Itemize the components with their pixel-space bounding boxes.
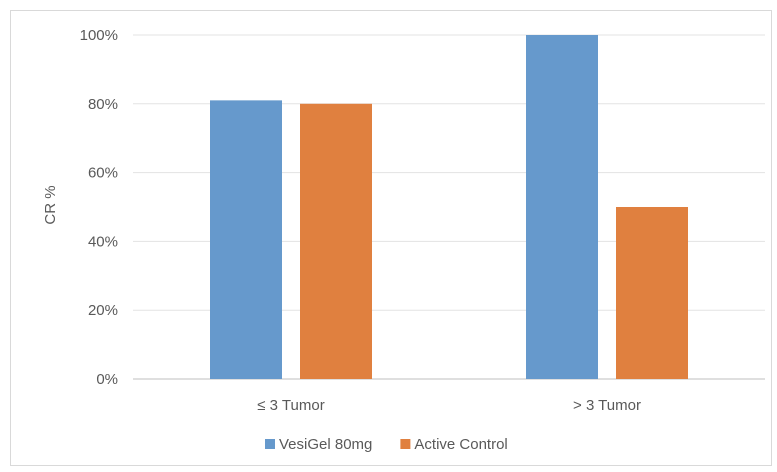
bar-active-control: [616, 207, 688, 379]
y-tick-label: 100%: [80, 27, 118, 44]
y-tick-label: 80%: [88, 96, 118, 113]
bar-vesigel: [210, 100, 282, 380]
x-tick-label: ≤ 3 Tumor: [257, 397, 324, 414]
legend-label: Active Control: [414, 436, 507, 453]
y-axis-ticks: 0% 20% 40% 60% 80% 100%: [80, 27, 118, 388]
legend: VesiGel 80mg Active Control: [265, 436, 508, 453]
y-tick-label: 40%: [88, 233, 118, 250]
x-tick-label: > 3 Tumor: [573, 397, 641, 414]
bars: [210, 35, 688, 380]
bar-vesigel: [526, 35, 598, 379]
x-axis: ≤ 3 Tumor > 3 Tumor: [257, 397, 641, 414]
legend-swatch: [265, 439, 275, 449]
y-tick-label: 20%: [88, 302, 118, 319]
y-axis-label: CR %: [42, 185, 59, 224]
bar-active-control: [300, 103, 372, 380]
y-tick-label: 0%: [96, 371, 118, 388]
legend-swatch: [400, 439, 411, 449]
legend-label: VesiGel 80mg: [279, 436, 372, 453]
y-tick-label: 60%: [88, 165, 118, 182]
